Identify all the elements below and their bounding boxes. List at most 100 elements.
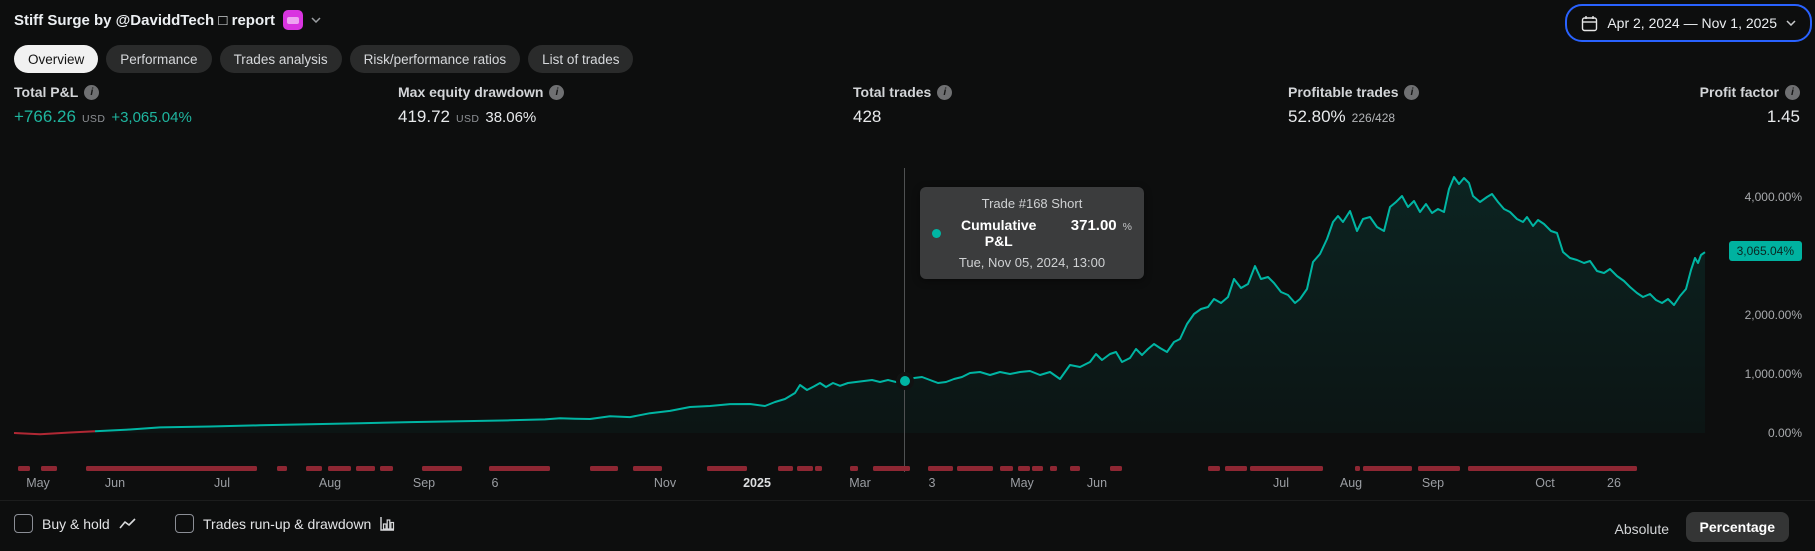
tooltip-trade-label: Trade #168 Short: [981, 196, 1083, 211]
drawdown-dash: [778, 466, 793, 471]
series-dot-icon: [932, 228, 941, 238]
x-axis-label: Jun: [1086, 476, 1108, 490]
tab-performance[interactable]: Performance: [106, 45, 212, 73]
line-chart-icon: [119, 517, 137, 530]
stat-label: Profitable trades: [1288, 84, 1399, 100]
stat-unit: USD: [81, 113, 106, 125]
drawdown-dash: [928, 466, 953, 471]
x-axis-label: Oct: [1535, 476, 1555, 490]
drawdown-dash: [1468, 466, 1637, 471]
drawdown-dash: [1363, 466, 1412, 471]
drawdown-dash: [1418, 466, 1460, 471]
drawdown-dash: [957, 466, 993, 471]
stat-max-equity-drawdown: Max equity drawdown i 419.72 USD 38.06%: [398, 84, 565, 127]
info-icon[interactable]: i: [1404, 84, 1420, 100]
drawdown-dash: [328, 466, 351, 471]
stats-row: Total P&L i +766.26 USD +3,065.04% Max equity…: [0, 84, 1815, 134]
drawdown-dash: [1050, 466, 1057, 471]
info-icon[interactable]: i: [84, 84, 100, 100]
drawdown-dash: [356, 466, 375, 471]
stat-value: 1.45: [1766, 107, 1800, 126]
calendar-icon: [1582, 15, 1598, 31]
tab-trades-analysis[interactable]: Trades analysis: [219, 45, 342, 73]
stat-label: Profit factor: [1699, 84, 1779, 100]
stat-sub-value: 226/428: [1351, 111, 1396, 125]
drawdown-dash: [633, 466, 662, 471]
tab-risk-performance-ratios[interactable]: Risk/performance ratios: [349, 45, 521, 73]
drawdown-dash: [1250, 466, 1323, 471]
drawdown-dash: [590, 466, 618, 471]
tab-list-of-trades[interactable]: List of trades: [528, 45, 634, 73]
x-axis-label: May: [1010, 476, 1034, 490]
stat-label: Total trades: [853, 84, 932, 100]
x-axis-label: Jul: [214, 476, 230, 490]
drawdown-dash: [422, 466, 462, 471]
pnl-chart-svg[interactable]: [0, 140, 1815, 500]
y-axis-tick: 2,000.00%: [1744, 308, 1802, 322]
info-icon[interactable]: i: [937, 84, 953, 100]
x-axis-label: Aug: [1339, 476, 1363, 490]
x-axis-label: Mar: [849, 476, 871, 490]
checkbox-trades-run-up-drawdown[interactable]: Trades run-up & drawdown: [175, 514, 395, 533]
pnl-area-fill: [14, 177, 1705, 435]
cumulative-pnl-chart[interactable]: 4,000.00% 2,000.00% 1,000.00% 0.00% 3,065.04…: [0, 140, 1815, 500]
drawdown-dash: [1032, 466, 1043, 471]
x-axis-label: 6: [491, 476, 499, 490]
x-axis-label: Sep: [412, 476, 436, 490]
x-axis-label: May: [26, 476, 50, 490]
drawdown-dash: [18, 466, 30, 471]
drawdown-dash: [41, 466, 57, 471]
chevron-down-icon: [1786, 20, 1796, 26]
drawdown-dash: [306, 466, 322, 471]
chart-footer: Buy & hold Trades run-up & drawdown Absol…: [0, 500, 1815, 551]
chevron-down-icon[interactable]: [311, 17, 321, 23]
drawdown-dash: [1018, 466, 1030, 471]
stat-profitable-trades: Profitable trades i 52.80% 226/428: [1288, 84, 1420, 127]
drawdown-dash: [489, 466, 550, 471]
page-title: Stiff Surge by @DaviddTech □ report: [14, 11, 275, 29]
pnl-line-negative: [13, 430, 96, 436]
info-icon[interactable]: i: [1785, 84, 1800, 100]
stat-profit-factor: Profit factor i 1.45: [1700, 84, 1800, 127]
x-axis-label: Sep: [1421, 476, 1445, 490]
checkbox-box[interactable]: [175, 514, 194, 533]
date-range-label: Apr 2, 2024 — Nov 1, 2025: [1607, 15, 1777, 31]
tooltip-series-name: Cumulative P&L: [961, 217, 1037, 249]
tooltip-value-unit: %: [1122, 221, 1132, 233]
current-value-badge: 3,065.04%: [1728, 241, 1802, 261]
stat-total-trades: Total trades i 428: [853, 84, 953, 127]
info-icon[interactable]: i: [549, 84, 565, 100]
hover-marker-dot: [896, 372, 914, 390]
drawdown-dash: [850, 466, 858, 471]
percentage-toggle[interactable]: Percentage: [1685, 512, 1789, 542]
drawdown-dash: [815, 466, 822, 471]
x-axis-label: Aug: [318, 476, 342, 490]
checkbox-buy-hold[interactable]: Buy & hold: [14, 514, 137, 533]
checkbox-box[interactable]: [14, 514, 33, 533]
stat-label: Max equity drawdown: [398, 84, 544, 100]
tab-overview[interactable]: Overview: [14, 45, 99, 73]
titlebar: Stiff Surge by @DaviddTech □ report: [14, 10, 321, 30]
y-axis-tick: 0.00%: [1767, 426, 1802, 440]
drawdown-dash: [380, 466, 393, 471]
date-range-picker[interactable]: Apr 2, 2024 — Nov 1, 2025: [1565, 4, 1812, 42]
checkbox-label: Trades run-up & drawdown: [203, 515, 372, 532]
report-tabs: Overview Performance Trades analysis Risk/p…: [14, 45, 634, 73]
stat-value: 428: [853, 107, 882, 126]
checkbox-label: Buy & hold: [42, 515, 110, 532]
drawdown-dash: [1355, 466, 1360, 471]
x-axis-label: 26: [1607, 476, 1621, 490]
absolute-toggle[interactable]: Absolute: [1614, 521, 1669, 537]
chart-tooltip: Trade #168 Short Cumulative P&L 371.00 %…: [920, 187, 1144, 279]
x-axis-label: 2025: [743, 476, 771, 490]
drawdown-dash: [1070, 466, 1080, 471]
stat-value: +766.26: [14, 107, 76, 126]
tooltip-datetime: Tue, Nov 05, 2024, 13:00: [958, 255, 1106, 270]
report-calendar-icon[interactable]: [282, 10, 303, 30]
stat-extra-value: +3,065.04%: [111, 109, 192, 126]
x-axis-label: Nov: [653, 476, 677, 490]
drawdown-dash: [277, 466, 287, 471]
x-axis-label: Jun: [104, 476, 126, 490]
drawdown-dash: [1110, 466, 1122, 471]
